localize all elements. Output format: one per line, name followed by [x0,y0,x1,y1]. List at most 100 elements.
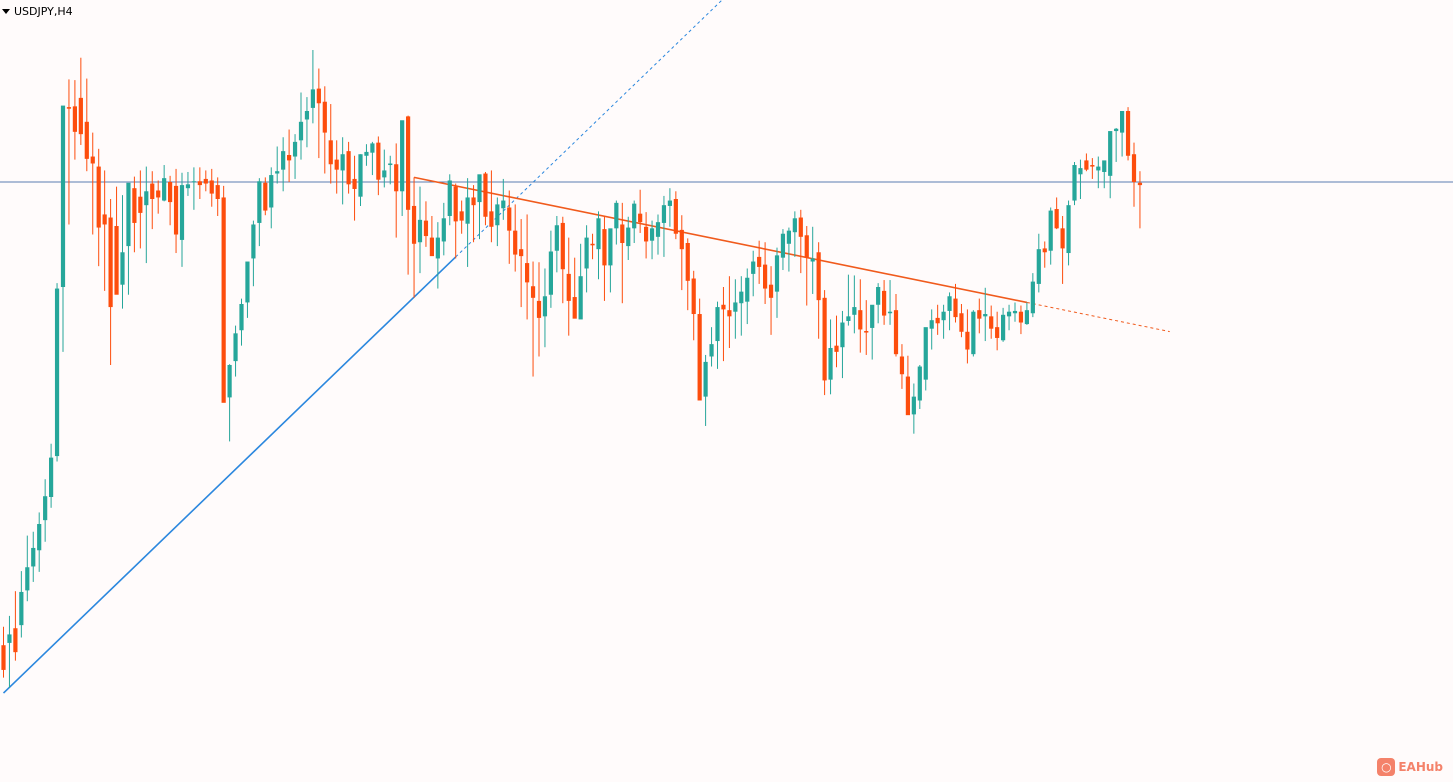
candle-body-bull [745,277,750,302]
candle-body-bull [1048,210,1053,251]
candle-body-bull [60,105,66,288]
candle-body-bull [911,396,916,415]
candle-body-bull [1096,166,1101,171]
candle-body-bull [120,252,125,285]
candle-body-bear [685,243,690,281]
candle-body-bull [1102,160,1107,172]
candle-body-bear [864,331,869,333]
candle-body-bull [281,151,286,170]
candle-body-bull [179,185,185,240]
candle-body-bull [1072,165,1077,201]
candle-body-bear [489,211,494,227]
candle-body-bear [525,263,530,283]
candle-body-bear [995,327,1000,338]
candle-body-bear [560,222,565,270]
candle-body-bear [346,151,351,185]
candle-body-bull [703,361,708,397]
candle-body-bull [584,237,589,269]
candle-body-bear [102,214,107,225]
candle-body-bull [435,237,440,259]
candle-body-bear [173,185,179,235]
candle-body-bear [316,88,321,104]
candle-body-bull [1001,314,1006,341]
candle-body-bear [816,252,821,301]
candle-body-bull [298,121,304,141]
candle-body-bear [156,190,161,198]
support-trendline [2,256,457,694]
candle-body-bear [935,317,940,324]
candle-body-bull [441,218,446,242]
candle-body-bull [501,200,506,209]
candle-body-bear [727,310,732,317]
candle-body-bull [19,591,24,626]
candle-body-bull [191,181,196,183]
candle-body-bear [215,185,220,199]
candle-body-bull [626,227,631,247]
candle-body-bear [209,180,214,194]
candle-body-bull [733,302,738,312]
candle-body-bull [54,288,60,457]
resistance-trendline-extension [1026,301,1170,333]
candle-body-bear [394,164,399,192]
candle-body-bear [965,331,970,350]
candle-body-bear [763,264,768,289]
candle-body-bear [108,217,113,308]
candle-body-bear [513,230,518,255]
chart-menu-arrow-icon[interactable] [2,8,10,14]
eahub-logo-icon: ○ [1377,758,1396,776]
candle-body-bull [126,182,131,247]
candle-body-bear [804,235,809,258]
candle-body-bull [25,567,30,591]
candle-body-bull [239,303,244,331]
candle-body-bull [1012,310,1018,314]
candle-body-bull [632,203,637,229]
candle-body-bull [495,204,500,226]
candle-body-bull [162,178,167,201]
candle-body-bull [1036,249,1041,284]
candle-body-bear [638,213,643,223]
candle-body-bear [1084,160,1089,170]
candle-body-bull [792,218,797,233]
candle-body-bull [786,230,791,244]
candle-body-bull [358,154,363,197]
candle-body-bear [114,226,119,295]
candle-body-bull [364,151,369,156]
candle-body-bull [1108,131,1113,176]
candle-body-bull [917,366,922,401]
candle-body-bear [697,314,702,401]
candle-body-bear [989,316,994,329]
candle-body-bull [649,228,655,241]
candle-body-bear [882,290,887,316]
candle-body-bear [132,188,137,223]
candle-body-bull [43,496,48,521]
candle-body-bear [566,273,571,301]
candle-body-bear [221,197,226,403]
candle-body-bull [227,364,232,398]
candle-body-bear [1,645,6,670]
candle-body-bear [519,249,524,257]
resistance-trendline [413,176,1028,304]
candle-body-bear [84,121,89,159]
candle-body-bear [1042,248,1047,253]
candle-body-bear [66,107,72,109]
candle-body-bear [768,284,774,298]
candle-body-bull [7,634,12,643]
candle-body-bull [578,276,583,320]
candle-body-bull [304,110,310,120]
candle-body-bull [614,202,619,229]
chart-header: USDJPY,H4 [2,4,73,18]
candle-body-bull [554,225,559,251]
candle-body-bear [1125,110,1131,156]
candle-body-bear [459,211,464,221]
candle-body-bull [49,457,54,497]
candle-body-bull [417,219,423,243]
candle-body-bull [941,311,946,321]
candle-body-bull [780,233,786,258]
candle-body-bear [530,286,536,298]
candle-body-bull [310,89,315,108]
candle-body-bull [37,524,42,551]
candle-body-bull [275,171,280,174]
candle-body-bull [388,163,393,166]
candle-body-bull [251,224,256,259]
